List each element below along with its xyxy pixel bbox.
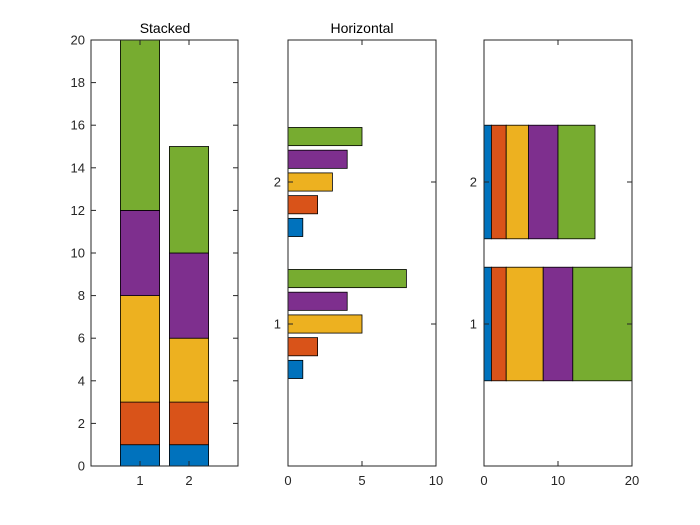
bar [287,291,348,311]
bar-segment [120,39,161,211]
bar-segment [572,266,633,382]
bar-segment [490,124,507,240]
y-tick-label: 18 [71,75,85,90]
y-tick-label: 1 [470,317,477,332]
y-tick-label: 2 [78,416,85,431]
bar [287,127,363,147]
y-tick-label: 4 [78,373,85,388]
bar [287,314,363,334]
bar-segment [528,124,559,240]
x-tick-label: 0 [480,473,487,488]
bar-segment [120,209,161,296]
bar-segment [168,252,209,339]
y-tick-label: 0 [78,459,85,474]
bar [287,172,333,192]
bar [287,149,348,169]
y-tick-label: 14 [71,160,85,175]
y-tick-label: 6 [78,331,85,346]
bar [287,359,304,379]
x-tick-label: 10 [551,473,565,488]
bar [287,195,319,215]
x-tick-label: 2 [185,473,192,488]
bar-segment [505,266,544,382]
stacked-chart-title: Stacked [140,20,191,36]
bar-segment [542,266,574,382]
y-tick-label: 16 [71,118,85,133]
y-tick-label: 8 [78,288,85,303]
bar-segment [120,401,161,446]
stacked-horizontal-bar-chart: 0 10 20 1 2 [470,39,639,488]
x-tick-label: 20 [625,473,639,488]
bar-segment [168,401,209,446]
bar [287,269,407,289]
bar-segment [490,266,507,382]
horizontal-bar-chart: Horizontal 0 5 10 1 2 [274,20,443,488]
bar-segment [557,124,596,240]
y-tick-label: 2 [470,175,477,190]
y-tick-label: 12 [71,203,85,218]
y-tick-label: 1 [274,317,281,332]
y-tick-label: 20 [71,33,85,48]
bar-segment [168,146,209,254]
y-tick-label: 2 [274,175,281,190]
bar-segment [168,337,209,403]
x-tick-label: 1 [136,473,143,488]
bar [287,337,319,357]
x-tick-label: 0 [284,473,291,488]
bar [287,217,304,237]
horizontal-chart-title: Horizontal [330,20,393,36]
x-tick-label: 10 [429,473,443,488]
x-tick-label: 5 [358,473,365,488]
bar-segment [505,124,529,240]
y-tick-label: 10 [71,246,85,261]
bar-segment [120,295,161,403]
